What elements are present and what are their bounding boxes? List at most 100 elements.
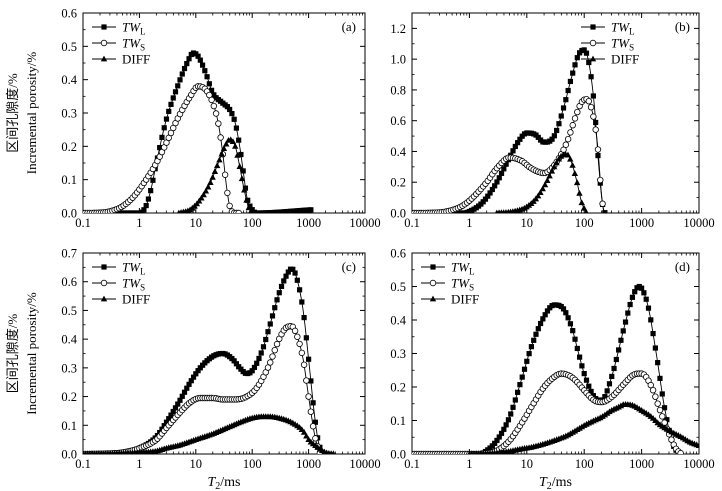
data-point <box>503 161 509 167</box>
legend-item-tw-l: TWL <box>421 260 475 277</box>
data-point <box>606 381 613 387</box>
data-point <box>586 59 592 66</box>
y-tick-label: 0.0 <box>390 448 406 462</box>
data-point <box>157 144 163 151</box>
data-point <box>233 361 240 367</box>
data-point <box>217 134 224 141</box>
data-point <box>512 143 518 150</box>
data-point <box>306 356 312 362</box>
data-point <box>186 381 192 387</box>
data-point <box>492 440 498 446</box>
data-point <box>172 89 179 95</box>
data-point <box>271 347 278 354</box>
data-point <box>659 391 665 397</box>
data-point <box>564 151 572 158</box>
data-point <box>578 199 585 206</box>
data-point <box>240 168 246 174</box>
y-tick-label: 0.0 <box>61 207 77 221</box>
data-point <box>235 209 242 213</box>
data-point <box>204 74 210 80</box>
data-point <box>175 83 181 89</box>
x-tick-label: 0.1 <box>404 216 420 230</box>
data-point <box>659 413 666 420</box>
series-diff <box>176 136 254 213</box>
data-point <box>163 419 170 425</box>
panel-b: 0.1 1 10 100 1000 10000 0.0 0.2 0.4 0.6 0.8 1.0 1.2 (… <box>390 12 715 230</box>
x-tick-label: 100 <box>243 457 262 471</box>
data-point <box>188 378 194 384</box>
y-tick-label: 0.4 <box>390 145 406 159</box>
data-point <box>604 388 610 394</box>
data-point <box>542 312 548 318</box>
data-point <box>570 328 576 334</box>
data-point <box>175 401 181 407</box>
data-point <box>535 326 541 332</box>
data-point <box>309 423 317 430</box>
data-point <box>231 358 237 364</box>
data-point <box>564 135 572 143</box>
data-point <box>193 371 199 377</box>
data-point <box>524 358 530 364</box>
x-tick-label: 1 <box>136 216 142 230</box>
data-point <box>181 65 188 72</box>
data-point <box>307 408 315 415</box>
data-point <box>172 405 179 411</box>
data-point <box>276 290 282 296</box>
data-point <box>234 151 241 158</box>
x-tick-label: 10 <box>521 216 534 230</box>
data-point <box>269 353 276 360</box>
data-point <box>145 196 152 202</box>
data-point <box>229 138 237 145</box>
legend-item-diff: DIFF <box>421 292 479 307</box>
legend-label: DIFF <box>122 292 150 307</box>
data-point <box>494 437 500 443</box>
data-point <box>594 146 602 153</box>
series-line <box>83 325 321 454</box>
data-point <box>515 389 521 395</box>
data-point <box>613 356 619 363</box>
data-point <box>517 382 523 388</box>
data-point <box>556 121 562 127</box>
x-tick-label: 1000 <box>296 457 321 471</box>
panel-label: (c) <box>342 259 356 274</box>
data-point <box>236 137 242 143</box>
data-point <box>195 53 201 59</box>
data-point <box>572 336 578 342</box>
data-point <box>256 355 262 362</box>
data-point <box>567 155 574 162</box>
series-layer <box>83 50 314 213</box>
data-point <box>654 400 661 407</box>
data-point <box>576 189 583 196</box>
legend-marker <box>429 279 437 287</box>
data-point <box>143 202 149 209</box>
data-point <box>267 321 273 327</box>
data-point <box>587 103 595 111</box>
data-point <box>301 315 307 321</box>
data-point <box>232 142 239 149</box>
data-point <box>238 175 246 182</box>
data-point <box>207 179 214 185</box>
series-tw-l <box>412 283 681 454</box>
x-tick-label: 10 <box>521 457 534 471</box>
data-point <box>496 175 502 181</box>
x-tick-label: 10000 <box>349 216 380 230</box>
data-point <box>487 190 493 196</box>
data-point <box>554 127 560 134</box>
data-point <box>294 277 300 283</box>
y-tick-label: 0.1 <box>61 419 77 433</box>
data-point <box>664 417 670 423</box>
x-tick-label: 10000 <box>349 457 380 471</box>
data-point <box>285 269 291 275</box>
x-tick-label: 10000 <box>683 457 714 471</box>
data-point <box>305 393 312 400</box>
data-point <box>647 381 654 389</box>
data-point <box>586 383 592 389</box>
data-point <box>508 411 514 417</box>
panel-a: 0.1 1 10 100 1000 100000.00.10.20.30.40.50.6(… <box>5 7 381 231</box>
data-point <box>238 151 244 158</box>
x-tick-label: 1 <box>466 457 472 471</box>
y-axis-title-en: Incremental porosity/% <box>24 292 39 415</box>
data-point <box>629 294 636 300</box>
data-point <box>204 183 212 190</box>
